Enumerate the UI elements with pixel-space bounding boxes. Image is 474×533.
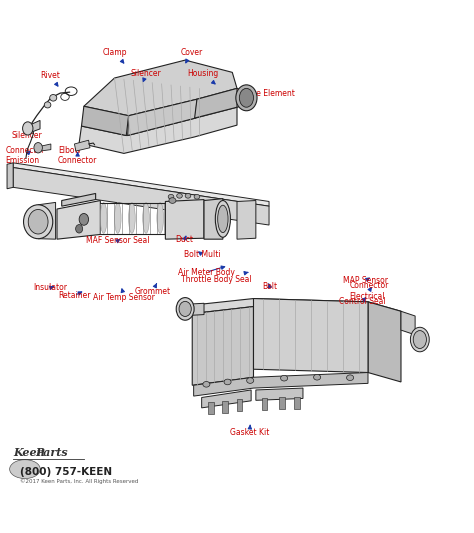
Polygon shape — [401, 311, 415, 335]
Text: ©2017 Keen Parts, Inc. All Rights Reserved: ©2017 Keen Parts, Inc. All Rights Reserv… — [20, 479, 138, 484]
Polygon shape — [201, 390, 251, 408]
Bar — [237, 399, 242, 411]
Text: (800) 757-KEEN: (800) 757-KEEN — [20, 467, 112, 477]
Text: Connector
Electrical: Connector Electrical — [349, 281, 389, 301]
Polygon shape — [57, 200, 100, 239]
Ellipse shape — [128, 203, 135, 233]
Polygon shape — [38, 203, 55, 239]
Ellipse shape — [9, 459, 40, 479]
Bar — [262, 399, 267, 410]
Text: Grommet: Grommet — [135, 284, 171, 295]
Ellipse shape — [413, 330, 427, 349]
Polygon shape — [256, 388, 303, 400]
Text: Silencer: Silencer — [131, 69, 162, 82]
Text: Retainer: Retainer — [58, 291, 91, 300]
Ellipse shape — [28, 209, 48, 234]
Text: MAF Sensor Seal: MAF Sensor Seal — [86, 236, 150, 245]
Ellipse shape — [314, 374, 320, 380]
Ellipse shape — [44, 102, 51, 108]
Ellipse shape — [168, 195, 174, 199]
Ellipse shape — [194, 195, 200, 199]
Ellipse shape — [224, 379, 231, 385]
Polygon shape — [128, 99, 197, 135]
Text: Bolt Multi: Bolt Multi — [184, 250, 221, 259]
Text: Housing: Housing — [187, 69, 218, 84]
Ellipse shape — [143, 203, 149, 233]
Ellipse shape — [157, 203, 164, 233]
Polygon shape — [62, 193, 96, 206]
Ellipse shape — [34, 142, 42, 153]
Bar — [208, 402, 214, 414]
Polygon shape — [192, 306, 254, 385]
Text: Parts: Parts — [36, 447, 68, 458]
Polygon shape — [79, 107, 237, 154]
Ellipse shape — [239, 88, 254, 107]
Text: Rivet: Rivet — [40, 71, 60, 86]
Ellipse shape — [185, 193, 191, 198]
Text: Pipe: Pipe — [27, 220, 44, 229]
Text: Connector
Emission: Connector Emission — [5, 146, 45, 165]
Text: Intake Element: Intake Element — [237, 88, 295, 104]
Polygon shape — [84, 60, 237, 116]
Polygon shape — [82, 106, 128, 135]
Ellipse shape — [236, 85, 257, 111]
Polygon shape — [194, 373, 368, 396]
Polygon shape — [237, 200, 256, 239]
Polygon shape — [74, 140, 90, 151]
Ellipse shape — [346, 375, 354, 381]
Text: Throttle Body Seal: Throttle Body Seal — [181, 271, 251, 284]
Text: Control Seal: Control Seal — [339, 297, 385, 306]
Text: Keen: Keen — [13, 447, 45, 458]
Ellipse shape — [410, 327, 429, 352]
Ellipse shape — [50, 94, 57, 101]
Ellipse shape — [176, 297, 194, 320]
Bar — [222, 401, 228, 413]
Polygon shape — [204, 199, 223, 239]
Ellipse shape — [76, 224, 82, 233]
Ellipse shape — [218, 205, 228, 232]
Polygon shape — [7, 163, 13, 189]
Polygon shape — [195, 88, 237, 118]
Ellipse shape — [115, 203, 121, 233]
Text: Elbow
Connector: Elbow Connector — [58, 146, 97, 165]
Ellipse shape — [246, 378, 254, 383]
Ellipse shape — [179, 301, 191, 317]
Text: Silencer: Silencer — [12, 126, 43, 140]
Ellipse shape — [24, 205, 53, 239]
Text: MAP Sensor: MAP Sensor — [343, 276, 388, 285]
Ellipse shape — [100, 203, 107, 233]
Polygon shape — [40, 144, 51, 151]
Ellipse shape — [79, 214, 89, 225]
Text: Cover: Cover — [181, 47, 203, 63]
Text: Insulator: Insulator — [34, 283, 67, 292]
Text: Bolt: Bolt — [262, 282, 277, 291]
Polygon shape — [13, 163, 269, 206]
Text: Air Meter Body: Air Meter Body — [178, 266, 235, 277]
Ellipse shape — [177, 193, 182, 198]
Polygon shape — [188, 303, 204, 316]
Ellipse shape — [169, 198, 176, 204]
Ellipse shape — [215, 200, 230, 237]
Text: Air Temp Sensor: Air Temp Sensor — [93, 289, 155, 302]
Ellipse shape — [23, 122, 33, 135]
Polygon shape — [192, 298, 401, 319]
Polygon shape — [13, 167, 269, 225]
Polygon shape — [368, 302, 401, 382]
Polygon shape — [254, 298, 368, 373]
Ellipse shape — [281, 375, 288, 381]
Text: Duct: Duct — [176, 235, 194, 244]
Polygon shape — [165, 199, 204, 239]
Text: Gasket Kit: Gasket Kit — [230, 425, 269, 437]
Text: Clamp: Clamp — [103, 47, 127, 63]
Polygon shape — [27, 120, 40, 134]
Ellipse shape — [203, 382, 210, 387]
Bar — [279, 398, 284, 409]
Bar — [294, 398, 300, 409]
